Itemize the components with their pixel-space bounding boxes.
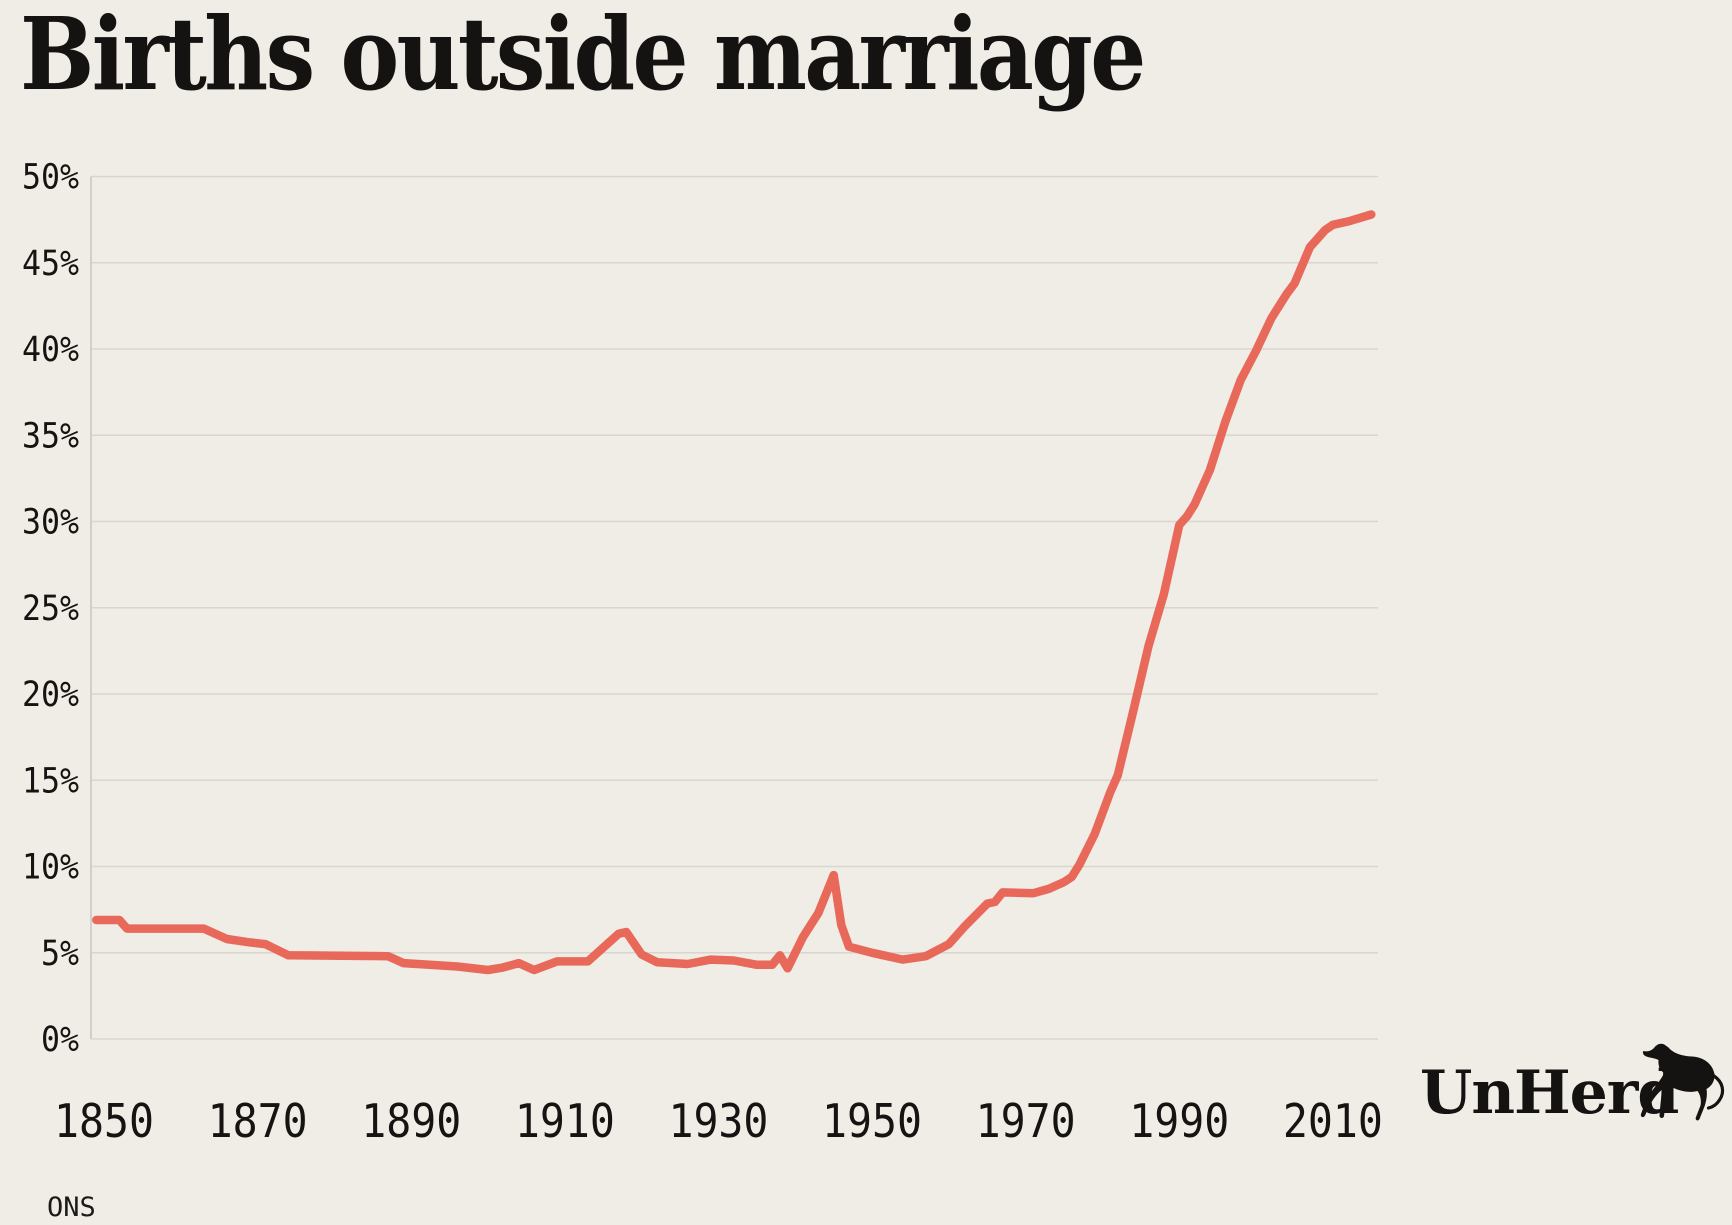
y-tick-label-0: 0%	[41, 1020, 79, 1060]
y-tick-label-20: 20%	[22, 675, 79, 715]
y-tick-label-35: 35%	[22, 416, 79, 456]
source-label: ONS	[47, 1192, 96, 1223]
x-tick-label-1890: 1890	[361, 1094, 461, 1148]
y-tick-label-30: 30%	[22, 503, 79, 543]
y-tick-label-45: 45%	[22, 244, 79, 284]
data-line-0	[92, 210, 1376, 975]
y-tick-label-5: 5%	[41, 934, 79, 974]
x-tick-label-1910: 1910	[515, 1094, 615, 1148]
x-tick-label-1850: 1850	[54, 1094, 154, 1148]
y-tick-label-25: 25%	[22, 589, 79, 629]
y-tick-label-40: 40%	[22, 330, 79, 370]
x-tick-label-2010: 2010	[1283, 1094, 1383, 1148]
unherd-logo-text: UnHerd	[1420, 1058, 1679, 1128]
chart-title: Births outside marriage	[20, 0, 1146, 113]
cow-body	[1640, 1043, 1715, 1121]
y-tick-label-15: 15%	[22, 761, 79, 801]
y-tick-label-50: 50%	[22, 158, 79, 198]
cow-tail	[1706, 1074, 1725, 1110]
x-tick-label-1990: 1990	[1129, 1094, 1229, 1148]
cow-icon	[1640, 1043, 1725, 1121]
x-tick-label-1870: 1870	[208, 1094, 308, 1148]
y-tick-label-10: 10%	[22, 848, 79, 888]
x-tick-label-1970: 1970	[976, 1094, 1076, 1148]
x-tick-label-1930: 1930	[668, 1094, 768, 1148]
x-tick-label-1950: 1950	[822, 1094, 922, 1148]
